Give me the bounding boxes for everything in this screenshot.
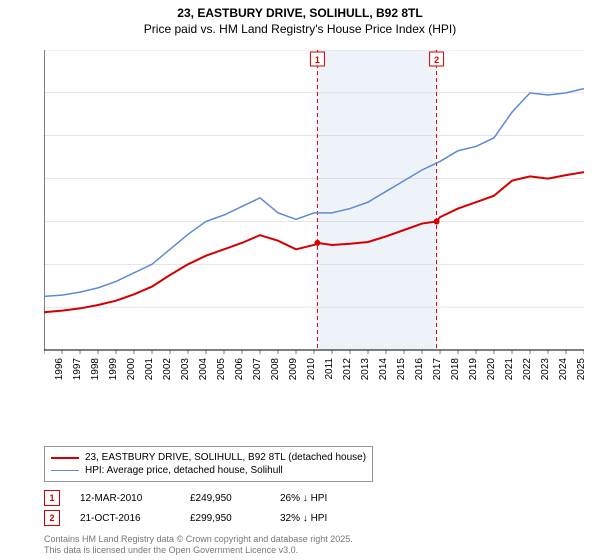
x-tick-label: 2021 [504, 358, 515, 381]
series-marker [314, 240, 320, 246]
x-tick-label: 2001 [144, 358, 155, 381]
sale-row: 2 21-OCT-2016 £299,950 32% ↓ HPI [44, 510, 360, 526]
sale-row: 1 12-MAR-2010 £249,950 26% ↓ HPI [44, 490, 360, 506]
x-tick-label: 1999 [108, 358, 119, 381]
sale-marker-label: 2 [434, 55, 439, 65]
x-tick-label: 2020 [486, 358, 497, 381]
legend-label: HPI: Average price, detached house, Soli… [85, 465, 283, 476]
legend-row: 23, EASTBURY DRIVE, SOLIHULL, B92 8TL (d… [51, 451, 366, 464]
x-tick-label: 2022 [522, 358, 533, 381]
sale-marker-label: 1 [315, 55, 320, 65]
x-tick-label: 2016 [414, 358, 425, 381]
line-chart: £0£100K£200K£300K£400K£500K£600K£700K199… [44, 50, 584, 400]
title-block: 23, EASTBURY DRIVE, SOLIHULL, B92 8TL Pr… [0, 0, 600, 37]
x-tick-label: 2012 [342, 358, 353, 381]
x-tick-label: 1998 [90, 358, 101, 381]
title-subtitle: Price paid vs. HM Land Registry's House … [0, 22, 600, 38]
sale-price: £299,950 [190, 513, 260, 524]
x-tick-label: 2015 [396, 358, 407, 381]
x-tick-label: 2003 [180, 358, 191, 381]
sale-delta: 32% ↓ HPI [280, 513, 360, 524]
x-tick-label: 2011 [324, 358, 335, 380]
sales-table: 1 12-MAR-2010 £249,950 26% ↓ HPI 2 21-OCT-201… [44, 490, 360, 530]
x-tick-label: 2025 [576, 358, 584, 381]
legend: 23, EASTBURY DRIVE, SOLIHULL, B92 8TL (d… [44, 446, 373, 482]
sale-date: 21-OCT-2016 [80, 513, 170, 524]
sale-delta: 26% ↓ HPI [280, 493, 360, 504]
x-tick-label: 2007 [252, 358, 263, 381]
legend-row: HPI: Average price, detached house, Soli… [51, 464, 366, 477]
copyright-line2: This data is licensed under the Open Gov… [44, 545, 353, 556]
x-tick-label: 1995 [44, 358, 47, 381]
x-tick-label: 2008 [270, 358, 281, 381]
x-tick-label: 2018 [450, 358, 461, 381]
x-tick-label: 2023 [540, 358, 551, 381]
title-address: 23, EASTBURY DRIVE, SOLIHULL, B92 8TL [0, 6, 600, 22]
x-tick-label: 1996 [54, 358, 65, 381]
copyright-line1: Contains HM Land Registry data © Crown c… [44, 534, 353, 545]
x-tick-label: 2005 [216, 358, 227, 381]
x-tick-label: 2019 [468, 358, 479, 381]
sale-marker-icon: 1 [44, 490, 60, 506]
x-tick-label: 2002 [162, 358, 173, 381]
sale-price: £249,950 [190, 493, 260, 504]
x-tick-label: 2024 [558, 358, 569, 381]
x-tick-label: 2014 [378, 358, 389, 381]
x-tick-label: 2017 [432, 358, 443, 381]
x-tick-label: 2010 [306, 358, 317, 381]
series-hpi [44, 89, 584, 297]
chart-container: 23, EASTBURY DRIVE, SOLIHULL, B92 8TL Pr… [0, 0, 600, 560]
x-tick-label: 2013 [360, 358, 371, 381]
x-tick-label: 2006 [234, 358, 245, 381]
series-marker [434, 218, 440, 224]
copyright-notice: Contains HM Land Registry data © Crown c… [44, 534, 353, 556]
legend-swatch [51, 470, 79, 472]
x-tick-label: 2004 [198, 358, 209, 381]
legend-label: 23, EASTBURY DRIVE, SOLIHULL, B92 8TL (d… [85, 452, 366, 463]
sale-date: 12-MAR-2010 [80, 493, 170, 504]
shaded-band [317, 50, 436, 350]
series-price_paid [44, 172, 584, 312]
sale-marker-icon: 2 [44, 510, 60, 526]
x-tick-label: 1997 [72, 358, 83, 381]
x-tick-label: 2009 [288, 358, 299, 381]
legend-swatch [51, 457, 79, 459]
x-tick-label: 2000 [126, 358, 137, 381]
